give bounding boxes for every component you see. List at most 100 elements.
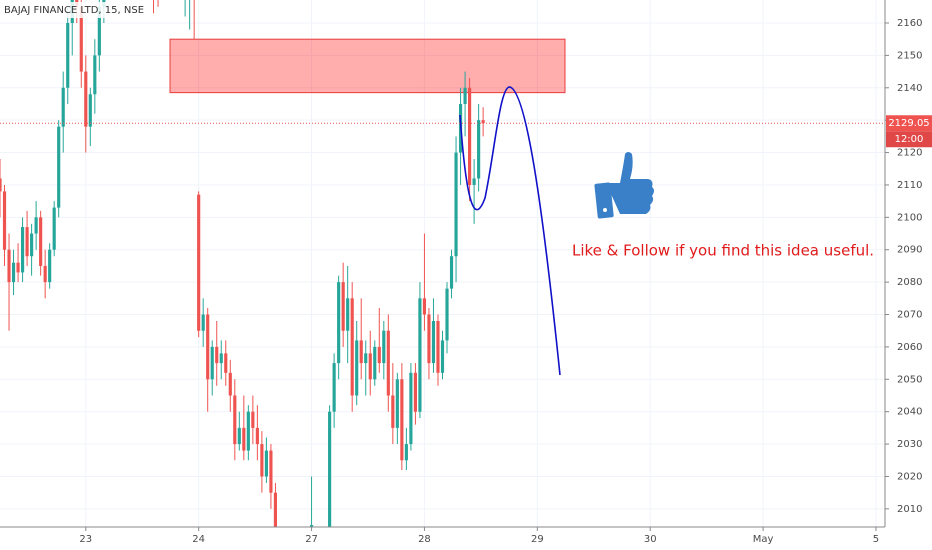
x-tick-label: 30 — [644, 534, 657, 545]
axes: 2010 2020 2030 2040 2050 2060 2070 2080 2090 2100… — [79, 18, 932, 545]
y-tick-label: 2090 — [897, 245, 922, 256]
y-tick-label: 2160 — [897, 18, 922, 29]
candle-body — [468, 87, 472, 185]
last-price-label: 2129.05 — [888, 118, 929, 129]
y-tick-label: 2040 — [897, 407, 922, 418]
annotation: Like & Follow if you find this idea usef… — [572, 242, 874, 260]
thumbs-up-icon — [594, 152, 654, 219]
candle-body — [66, 22, 70, 88]
candle-body — [7, 249, 11, 283]
candle-body — [251, 411, 255, 428]
candle-body — [20, 227, 25, 273]
candle-body — [409, 372, 413, 445]
x-tick-label: 29 — [531, 534, 544, 545]
candle-body — [440, 340, 445, 373]
candle-body — [11, 262, 16, 283]
candle-body — [61, 87, 65, 127]
candle-body — [436, 320, 440, 373]
candle-body — [79, 6, 83, 72]
candle-body — [210, 346, 214, 380]
candle-body — [477, 120, 481, 179]
candle-body — [341, 282, 345, 331]
candle-body — [34, 217, 38, 234]
resistance-zone — [169, 38, 566, 94]
y-tick-label: 2100 — [897, 212, 922, 223]
candle-body — [84, 71, 88, 127]
candle-body — [43, 265, 47, 283]
candle-body — [413, 372, 417, 412]
candle-body — [373, 346, 377, 380]
candle-body — [255, 427, 259, 445]
candle-body — [350, 298, 354, 396]
candle-body — [260, 444, 264, 477]
candle-body — [219, 353, 223, 364]
candle-body — [355, 340, 359, 396]
x-tick-label: 28 — [418, 534, 431, 545]
candle-body — [395, 379, 399, 428]
candle-body — [377, 346, 381, 364]
title-bg — [0, 2, 132, 18]
candle-body — [404, 444, 408, 461]
candle-body — [197, 194, 201, 331]
candle-body — [481, 120, 485, 124]
candle-body — [0, 178, 2, 192]
y-tick-label: 2110 — [897, 180, 922, 191]
candle-body — [359, 340, 363, 364]
projection-curve — [459, 86, 561, 376]
candle-body — [386, 330, 390, 396]
candle-body — [215, 346, 219, 364]
y-tick-label: 2030 — [897, 439, 922, 450]
candle-body — [88, 94, 92, 127]
candle-body — [328, 411, 332, 527]
candle-body — [418, 298, 422, 412]
candle-body — [25, 227, 29, 257]
thumb-hand — [606, 152, 654, 214]
candle-body — [224, 353, 228, 373]
x-tick-label: 23 — [79, 534, 92, 545]
candle-body — [337, 282, 341, 364]
candle-body — [57, 126, 61, 208]
candle-body — [264, 450, 268, 477]
last-time-label: 12:00 — [895, 134, 924, 145]
candle-body — [472, 178, 476, 185]
candle-body — [233, 395, 237, 445]
candle-body — [431, 320, 436, 364]
x-tick-label: 27 — [305, 534, 318, 545]
candle-body — [39, 217, 43, 266]
candle-body — [364, 353, 368, 364]
thumb-dot — [603, 208, 607, 212]
candle-body — [445, 288, 449, 341]
y-tick-label: 2120 — [897, 148, 922, 159]
candle-body — [242, 427, 246, 451]
candle-body — [97, 6, 101, 56]
candle-body — [201, 314, 205, 331]
candle-body — [30, 233, 34, 257]
candle-body — [228, 372, 232, 396]
y-tick-label: 2150 — [897, 50, 922, 61]
candle-body — [454, 152, 458, 257]
last-time-box — [886, 131, 932, 148]
candle-body — [237, 427, 241, 445]
candle-body — [52, 207, 56, 250]
y-tick-label: 2050 — [897, 374, 922, 385]
candle-body — [368, 353, 372, 380]
candle-body — [309, 525, 314, 527]
x-tick-label: 5 — [873, 534, 879, 545]
candle-body — [16, 262, 20, 273]
y-tick-label: 2020 — [897, 471, 922, 482]
x-tick-label: 24 — [192, 534, 205, 545]
y-tick-label: 2140 — [897, 83, 922, 94]
thumb-cuff — [594, 182, 614, 219]
y-tick-label: 2060 — [897, 342, 922, 353]
candle-body — [93, 55, 97, 95]
candle-body — [48, 249, 52, 283]
candle-body — [269, 450, 273, 493]
plot-area — [0, 0, 885, 527]
x-tick-label: May — [753, 534, 774, 545]
last-price-box — [886, 115, 932, 132]
candle-body — [2, 191, 7, 250]
y-tick-label: 2010 — [897, 504, 922, 515]
candle-body — [391, 395, 395, 428]
candle-body — [273, 492, 278, 527]
